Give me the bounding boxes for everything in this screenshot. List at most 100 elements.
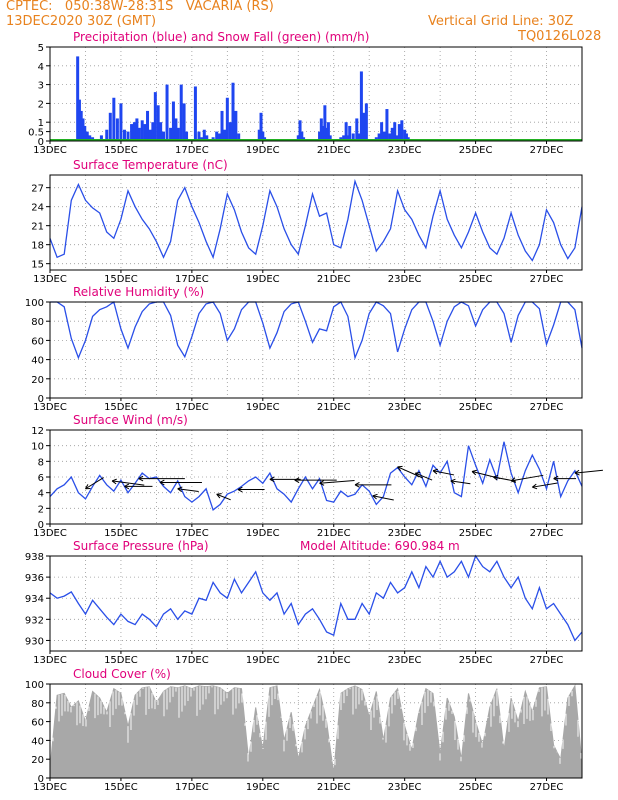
precipitation-bar: [112, 97, 116, 141]
x-tick-label: 23DEC: [388, 528, 422, 539]
series-line: [49, 178, 583, 262]
x-tick-label: 23DEC: [388, 145, 422, 156]
wind-arrow: [510, 474, 544, 482]
precipitation-bar: [344, 122, 348, 141]
precipitation-bar: [99, 135, 103, 141]
y-tick-label: 1: [38, 118, 44, 129]
wind-arrow: [177, 488, 199, 493]
wind-arrow: [432, 470, 455, 476]
y-tick-label: 932: [25, 615, 44, 626]
precipitation-bar: [382, 131, 386, 141]
header-date: 13DEC2020 30Z (GMT): [6, 14, 157, 29]
wind-arrow: [112, 480, 145, 486]
plot-frame: [49, 301, 583, 399]
precipitation-bar: [355, 118, 359, 141]
y-tick-label: 4: [38, 62, 44, 73]
cloud-cover-area: [49, 684, 583, 779]
x-tick-label: 17DEC: [175, 782, 209, 793]
x-tick-label: 27DEC: [530, 402, 564, 413]
x-tick-label: 27DEC: [530, 274, 564, 285]
y-tick-label: 4: [38, 489, 44, 500]
x-tick-label: 21DEC: [317, 782, 351, 793]
x-tick-label: 19DEC: [246, 274, 280, 285]
y-tick-label: 0.5: [28, 128, 44, 139]
plot-frame: [49, 429, 583, 525]
wind-arrow-head: [574, 469, 580, 476]
x-tick-label: 19DEC: [246, 528, 280, 539]
y-tick-label: 40: [31, 356, 44, 367]
x-tick-label: 25DEC: [459, 402, 493, 413]
x-tick-label: 27DEC: [530, 528, 564, 539]
x-tick-label: 15DEC: [104, 782, 138, 793]
y-tick-label: 936: [25, 573, 44, 584]
y-tick-label: 3: [38, 81, 44, 92]
header-grid-note: Vertical Grid Line: 30Z: [428, 14, 574, 29]
x-tick-label: 15DEC: [104, 145, 138, 156]
precipitation-bar: [79, 110, 83, 141]
wind-arrow-head: [450, 478, 456, 485]
y-tick-label: 80: [31, 699, 44, 710]
x-tick-label: 17DEC: [175, 274, 209, 285]
precipitation-bar: [77, 99, 81, 141]
precipitation-bar: [390, 127, 394, 141]
precipitation-bar: [143, 124, 147, 141]
precipitation-bar: [205, 135, 209, 141]
x-tick-label: 21DEC: [317, 402, 351, 413]
x-tick-label: 13DEC: [33, 402, 67, 413]
wind-arrow-head: [124, 483, 130, 490]
precipitation-bar: [156, 105, 160, 141]
y-tick-label: 100: [25, 298, 44, 309]
precipitation-bar: [122, 129, 126, 141]
y-tick-label: 5: [38, 43, 44, 54]
x-tick-label: 17DEC: [175, 528, 209, 539]
wind-arrow-head: [216, 493, 222, 499]
x-tick-label: 23DEC: [388, 782, 422, 793]
precipitation-bar: [234, 110, 238, 141]
wind-arrow-head: [269, 476, 275, 483]
x-tick-label: 13DEC: [33, 528, 67, 539]
y-tick-label: 20: [31, 375, 44, 386]
precipitation-bar: [393, 122, 397, 141]
precipitation-bar: [115, 118, 119, 141]
precipitation-bar: [261, 131, 265, 141]
precipitation-bar: [105, 129, 109, 141]
precipitation-bar: [130, 124, 134, 141]
precipitation-bar: [137, 127, 141, 141]
x-tick-label: 25DEC: [459, 145, 493, 156]
plot-frame: [49, 174, 583, 271]
x-tick-label: 27DEC: [530, 655, 564, 666]
precipitation-bar: [397, 124, 401, 141]
x-tick-label: 19DEC: [246, 145, 280, 156]
wind-arrow-head: [493, 474, 499, 481]
precipitation-bar: [85, 131, 89, 141]
header-station: CPTEC: 050:38W-28:31S VACARIA (RS): [6, 0, 274, 14]
y-tick-label: 2: [38, 504, 44, 515]
wind-arrow: [319, 479, 355, 484]
precipitation-bar: [169, 127, 173, 141]
precipitation-bar: [400, 120, 404, 141]
wind-arrow: [574, 469, 603, 474]
precipitation-bar: [403, 129, 407, 141]
precipitation-bar: [357, 133, 361, 141]
y-tick-label: 21: [31, 222, 44, 233]
precipitation-bar: [225, 97, 229, 141]
x-tick-label: 21DEC: [317, 145, 351, 156]
precipitation-bar: [362, 112, 366, 141]
x-tick-label: 13DEC: [33, 782, 67, 793]
wind-arrow-head: [294, 477, 300, 483]
y-tick-label: 0: [38, 520, 44, 531]
precipitation-bar: [220, 110, 224, 141]
y-tick-label: 24: [31, 203, 44, 214]
y-tick-label: 60: [31, 336, 44, 347]
precipitation-bar: [108, 112, 112, 141]
precipitation-bar: [298, 120, 302, 141]
header-model-id: TQ0126L028: [518, 29, 602, 44]
y-tick-label: 934: [25, 594, 44, 605]
precipitation-bar: [148, 129, 152, 141]
precipitation-bar: [348, 125, 352, 141]
wind-arrow: [450, 480, 471, 485]
y-tick-label: 8: [38, 457, 44, 468]
wind-arrow-head: [397, 465, 403, 472]
x-tick-label: 15DEC: [104, 655, 138, 666]
precipitation-bar: [159, 122, 163, 141]
